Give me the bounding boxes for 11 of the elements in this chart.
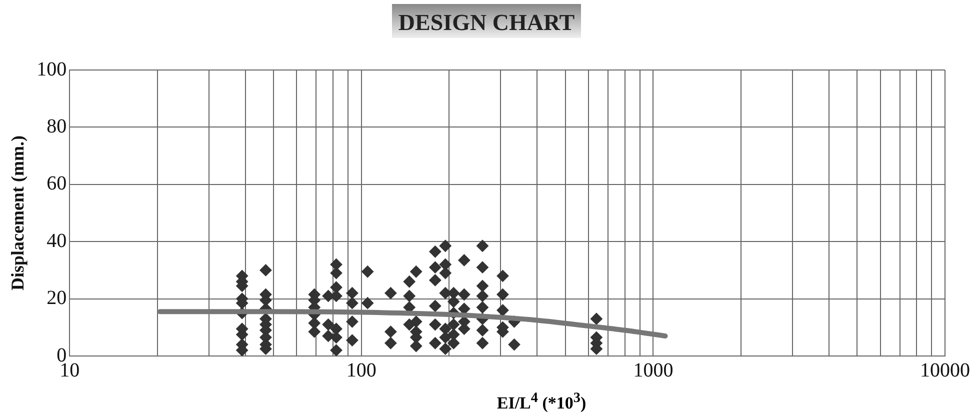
y-tick-label: 20 — [46, 287, 67, 310]
x-tick-label: 1000 — [633, 359, 674, 382]
y-axis-title: Displacement (mm.) — [7, 136, 28, 290]
y-tick-label: 100 — [36, 58, 67, 80]
y-tick-label: 60 — [46, 172, 67, 195]
y-tick-label: 40 — [46, 230, 67, 252]
y-tick-label: 80 — [46, 115, 67, 138]
x-axis-title: EI/L$^{4}$ (*10$^{3}$) — [496, 390, 588, 414]
x-tick-label: 10000 — [920, 359, 970, 382]
chart-title: DESIGN CHART — [392, 4, 581, 38]
x-tick-label: 100 — [346, 359, 376, 382]
